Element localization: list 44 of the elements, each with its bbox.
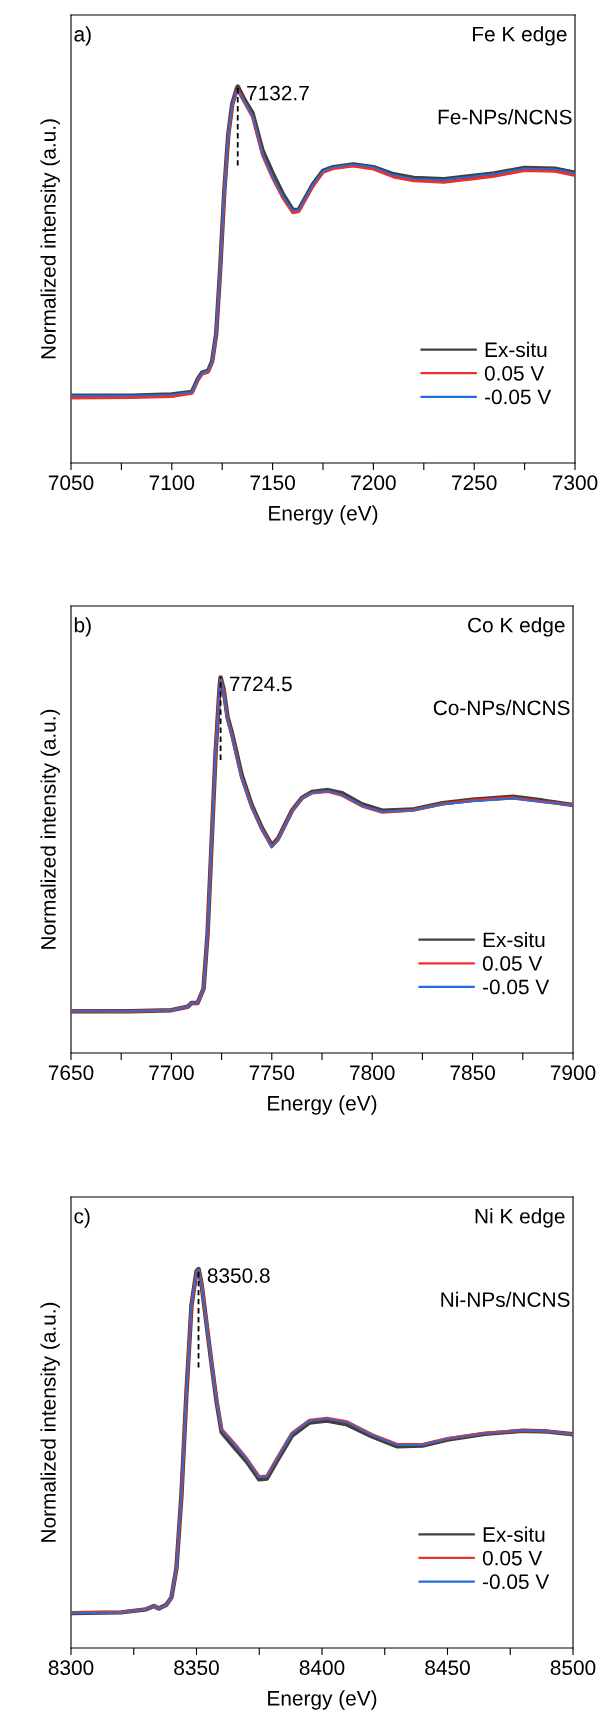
x-tick-label: 7750 <box>249 1065 295 1081</box>
x-tick-label: 7700 <box>149 1065 194 1081</box>
legend-label: -0.05 V <box>482 1574 550 1590</box>
legend-label: 0.05 V <box>482 1550 543 1566</box>
x-axis-title: Energy (eV) <box>269 505 378 525</box>
legend-label: Ex-situ <box>483 1526 545 1542</box>
x-tick-label: 8300 <box>48 1660 94 1676</box>
x-tick-label: 7200 <box>351 475 396 491</box>
x-tick-label: 8350 <box>174 1660 219 1676</box>
x-tick-label: 7900 <box>550 1065 596 1081</box>
annotation: Fe-NPs/NCNS <box>438 109 572 125</box>
annotation: 7724.5 <box>230 676 292 692</box>
annotation: Ni-NPs/NCNS <box>441 1291 570 1308</box>
legend-label: -0.05 V <box>482 979 550 995</box>
annotation: 7132.7 <box>247 85 309 101</box>
x-tick-label: 8400 <box>299 1660 345 1676</box>
annotation: 8350.8 <box>207 1268 270 1283</box>
x-tick-label: 7150 <box>250 475 295 491</box>
x-tick-label: 7800 <box>350 1065 395 1081</box>
text: a) <box>74 26 91 46</box>
text: Ni K edge <box>475 1208 565 1228</box>
text: Fe K edge <box>473 26 567 46</box>
y-axis-title: Normalized intensity (a.u.) <box>40 1302 60 1542</box>
x-tick-label: 7250 <box>452 475 497 491</box>
y-axis-title: Normalized intensity (a.u.) <box>40 119 60 359</box>
x-tick-label: 7850 <box>450 1065 495 1081</box>
legend-label: Ex-situ <box>483 931 545 948</box>
x-tick-label: 7050 <box>48 475 94 491</box>
x-tick-label: 7300 <box>552 475 598 491</box>
text: b) <box>74 617 91 637</box>
x-tick-label: 8450 <box>425 1660 470 1676</box>
x-tick-label: 7100 <box>149 475 195 491</box>
annotation: Co-NPs/NCNS <box>433 699 570 716</box>
legend-label: 0.05 V <box>484 365 545 381</box>
legend-label: 0.05 V <box>482 956 543 971</box>
x-axis-title: Energy (eV) <box>268 1690 377 1710</box>
text: c) <box>74 1208 90 1228</box>
y-axis-title: Normalized intensity (a.u.) <box>40 709 60 949</box>
x-tick-label: 8500 <box>550 1660 596 1676</box>
legend-label: Ex-situ <box>485 341 547 358</box>
x-tick-label: 7650 <box>48 1065 94 1081</box>
x-axis-title: Energy (eV) <box>268 1095 377 1115</box>
text: Co K edge <box>468 617 565 637</box>
legend-label: -0.05 V <box>484 389 552 405</box>
